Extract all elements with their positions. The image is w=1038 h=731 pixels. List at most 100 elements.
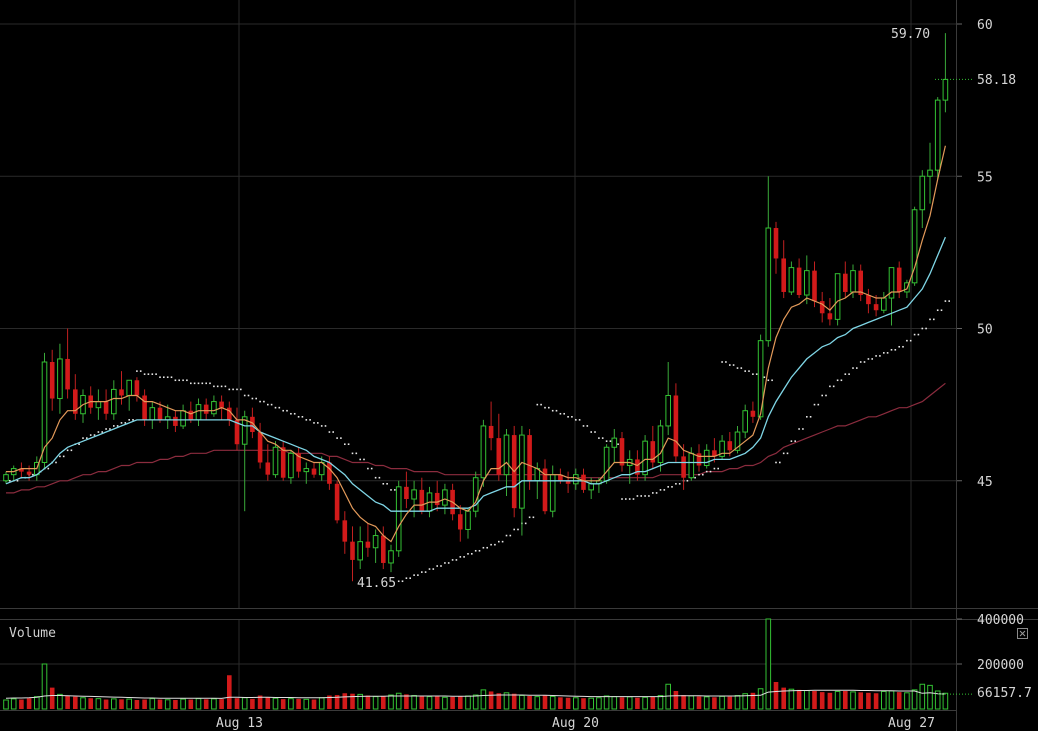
sar-dot xyxy=(482,546,485,549)
volume-bar xyxy=(934,690,941,710)
candle-body xyxy=(73,389,78,414)
x-tick-label: Aug 20 xyxy=(552,716,599,731)
candle-body xyxy=(565,480,571,484)
volume-bars[interactable] xyxy=(3,618,949,710)
sar-dot xyxy=(216,385,219,388)
candle-body xyxy=(812,270,817,302)
sar-dot xyxy=(871,358,873,360)
volume-bar xyxy=(635,697,640,709)
candle-body xyxy=(796,267,802,296)
candle-body xyxy=(458,514,463,530)
sar-dot xyxy=(702,473,704,476)
sar-dot xyxy=(9,479,11,482)
volume-bar xyxy=(173,700,178,709)
sar-dot xyxy=(498,540,500,543)
sar-dot xyxy=(243,394,246,397)
volume-bar xyxy=(850,691,856,710)
volume-bar xyxy=(812,691,817,709)
volume-bar xyxy=(503,692,510,710)
sar-dot xyxy=(124,422,127,424)
candle-body xyxy=(342,520,348,542)
candlesticks[interactable] xyxy=(3,33,949,582)
volume-bar xyxy=(773,682,779,709)
volume-bar xyxy=(511,693,517,709)
sar-dot xyxy=(744,370,746,372)
candle-body xyxy=(419,489,425,512)
sar-dot xyxy=(201,382,204,385)
last-price-label: 58.18 xyxy=(977,73,1016,88)
sar-dot xyxy=(856,367,858,369)
candlestick xyxy=(88,386,93,414)
candlestick xyxy=(350,526,355,582)
sar-dot xyxy=(644,495,646,497)
candlestick xyxy=(472,471,479,518)
volume-bar xyxy=(696,696,702,709)
sar-dot xyxy=(705,470,708,473)
sar-dot xyxy=(293,412,296,415)
sar-dot xyxy=(359,458,361,461)
volume-bar xyxy=(565,697,571,709)
candlestick xyxy=(603,444,610,484)
sar-dot xyxy=(313,422,315,424)
sar-dot xyxy=(486,546,488,549)
candle-body xyxy=(395,486,402,552)
candlestick xyxy=(227,401,232,426)
sar-dot xyxy=(578,419,581,421)
sar-dot xyxy=(883,352,885,354)
sar-dot xyxy=(417,574,419,576)
candlestick xyxy=(257,422,263,469)
sar-dot xyxy=(193,382,196,385)
sar-dot xyxy=(829,385,831,388)
sar-dot xyxy=(89,434,92,436)
volume-bar xyxy=(103,699,109,709)
sar-dot xyxy=(806,416,808,418)
candlestick xyxy=(272,441,279,478)
candle-body xyxy=(703,449,710,467)
ma-fast-line xyxy=(6,145,946,543)
volume-bar xyxy=(65,695,70,709)
sar-dot xyxy=(47,467,50,470)
sar-dot xyxy=(178,379,180,382)
volume-bar xyxy=(603,695,610,710)
candle-body xyxy=(480,425,487,479)
candle-body xyxy=(388,550,394,564)
sar-dot xyxy=(555,409,558,412)
close-panel-icon[interactable] xyxy=(1017,628,1028,639)
volume-bar xyxy=(896,692,902,709)
volume-bar xyxy=(419,695,425,709)
candlestick xyxy=(65,328,70,399)
candlestick xyxy=(696,444,702,472)
candle-body xyxy=(942,78,949,101)
sar-dot xyxy=(370,467,373,470)
sar-dot xyxy=(282,409,284,412)
volume-bar xyxy=(734,695,741,710)
candle-body xyxy=(434,492,440,506)
sar-dot xyxy=(147,373,150,375)
sar-dot xyxy=(332,431,334,433)
sar-dot xyxy=(455,559,458,561)
candlestick xyxy=(542,459,548,515)
candle-body xyxy=(465,510,471,530)
candlestick xyxy=(496,413,502,481)
sar-dot xyxy=(105,428,107,430)
candle-body xyxy=(611,437,618,448)
sar-dot xyxy=(551,409,554,412)
sar-dot xyxy=(875,355,877,357)
candle-body xyxy=(896,267,902,292)
sar-dot xyxy=(694,476,696,479)
sar-dot xyxy=(394,489,396,491)
sar-dot xyxy=(155,373,157,375)
candlestick xyxy=(234,407,240,451)
candlestick xyxy=(681,444,686,490)
volume-panel-title: Volume xyxy=(9,626,56,641)
volume-bar xyxy=(904,692,910,710)
sar-dot xyxy=(775,461,777,464)
volume-bar xyxy=(942,692,949,710)
candlestick xyxy=(73,374,78,420)
sar-dot xyxy=(825,394,827,397)
volume-bar xyxy=(88,698,93,709)
candle-body xyxy=(619,438,625,466)
sar-dot xyxy=(205,382,207,385)
candlestick xyxy=(372,529,379,563)
volume-bar xyxy=(180,698,186,710)
